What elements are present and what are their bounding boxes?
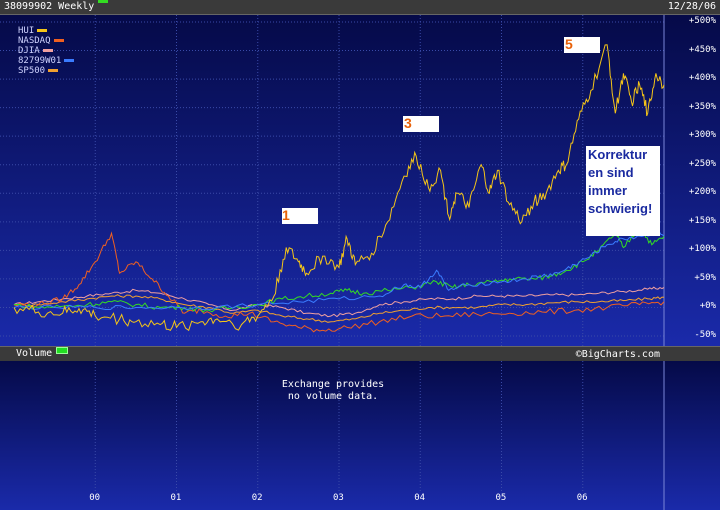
volume-background <box>0 361 720 510</box>
series-line-sp500 <box>13 294 665 323</box>
y-tick-label: +0% <box>699 301 716 312</box>
legend-entry: SP500 <box>18 66 74 76</box>
symbol-color-swatch <box>98 0 109 3</box>
volume-header-bar: Volume ©BigCharts.com <box>0 346 720 362</box>
wave5-box <box>564 37 600 53</box>
legend-swatch <box>37 29 48 32</box>
wave1-box <box>282 208 318 224</box>
series-line-82799w01 <box>13 231 665 311</box>
legend-label: SP500 <box>18 66 46 76</box>
y-tick-label: +350% <box>688 101 716 112</box>
correction-note: Korrektur en sind immer schwierig! <box>586 146 660 236</box>
note-line: immer <box>588 183 628 198</box>
volume-message: Exchange provides no volume data. <box>258 379 408 403</box>
x-tick-label: 01 <box>170 493 182 503</box>
y-tick-label: +200% <box>688 187 716 198</box>
volume-message-line: no volume data. <box>287 391 379 402</box>
x-tick-label: 03 <box>333 493 344 503</box>
volume-message-line: Exchange provides <box>281 379 385 390</box>
legend-swatch <box>64 59 75 62</box>
y-tick-label: +50% <box>694 272 716 283</box>
volume-color-swatch <box>56 347 69 354</box>
wave1-label: 1 <box>282 207 290 223</box>
chart-header-bar: 38099902 Weekly 12/28/06 <box>0 0 720 15</box>
series-line-green <box>13 226 665 313</box>
note-line: schwierig! <box>588 201 653 216</box>
copyright-text: ©BigCharts.com <box>575 349 660 360</box>
wave5-label: 5 <box>565 36 573 52</box>
note-line: Korrektur <box>588 147 648 162</box>
x-tick-label: 00 <box>89 493 101 503</box>
legend-swatch <box>48 69 59 72</box>
legend-swatch <box>42 49 53 52</box>
y-tick-label: +250% <box>688 158 716 169</box>
legend-entry: HUI <box>18 26 74 36</box>
y-tick-label: +100% <box>688 244 716 255</box>
legend-entry: 82799W01 <box>18 56 75 66</box>
y-tick-label: +450% <box>688 44 716 55</box>
legend-label: DJIA <box>18 46 40 56</box>
volume-label: Volume <box>16 347 69 361</box>
wave3-box <box>403 116 439 132</box>
legend-label: NASDAQ <box>18 36 51 46</box>
legend-swatch <box>53 39 64 42</box>
y-tick-label: +300% <box>688 130 716 141</box>
series-line-nasdaq <box>13 231 665 333</box>
x-tick-label: 04 <box>414 493 426 503</box>
x-tick-label: 05 <box>495 493 507 503</box>
series-line-djia <box>13 286 665 318</box>
x-tick-label: 02 <box>251 493 263 503</box>
note-line: en sind <box>588 165 634 180</box>
volume-panel <box>0 361 720 510</box>
y-tick-label: -50% <box>694 330 716 340</box>
x-tick-label: 06 <box>576 493 588 503</box>
chart-legend: HUI NASDAQ DJIA 82799W01 SP500 <box>18 26 75 76</box>
y-tick-label: +400% <box>688 73 716 84</box>
y-tick-label: +150% <box>688 215 716 226</box>
header-date: 12/28/06 <box>667 1 716 12</box>
legend-label: 82799W01 <box>18 56 62 66</box>
y-tick-label: +500% <box>688 16 716 26</box>
symbol-label: 38099902 Weekly <box>4 0 109 14</box>
legend-label: HUI <box>18 26 35 36</box>
series-line-hui <box>13 44 665 332</box>
legend-entry: DJIA <box>18 46 74 56</box>
legend-entry: NASDAQ <box>18 36 74 46</box>
wave3-label: 3 <box>404 115 412 131</box>
